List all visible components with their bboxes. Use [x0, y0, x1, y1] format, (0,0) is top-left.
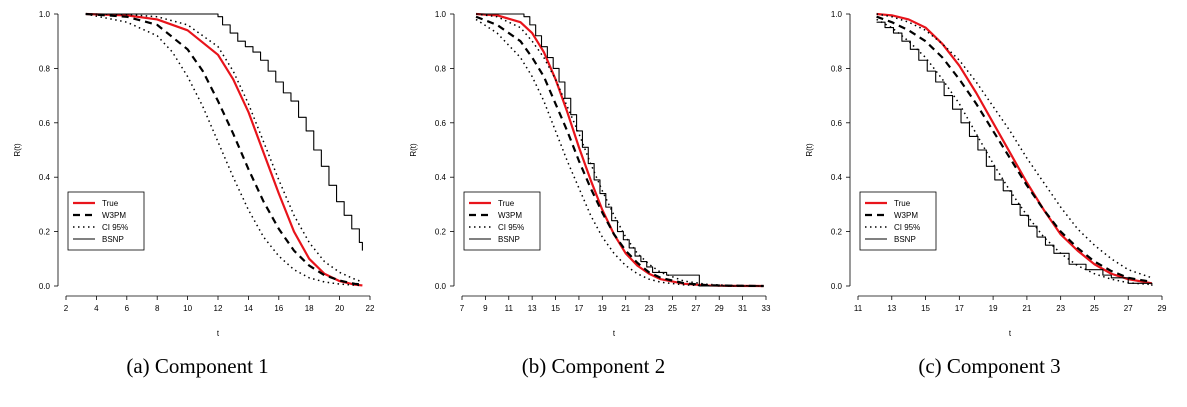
series-line-ci-95- [85, 13, 363, 283]
x-tick-label: 4 [94, 304, 99, 313]
x-tick-label: 15 [921, 304, 930, 313]
x-tick-label: 29 [715, 304, 724, 313]
legend-label: CI 95% [102, 223, 128, 232]
caption-component-1: (a) Component 1 [126, 354, 269, 378]
x-tick-label: 20 [335, 304, 344, 313]
y-axis-label: R(t) [13, 143, 22, 157]
chart-component-3: 0.0 0.2 0.4 0.6 0.8 1.0 R(t) 11 13 15 17 19 21 23 25 27… [805, 10, 1167, 338]
y-tick-label: 0.8 [831, 64, 843, 73]
x-tick-label: 11 [505, 304, 514, 313]
legend-label: BSNP [894, 235, 916, 244]
x-axis-label: t [217, 329, 220, 338]
y-tick-label: 0.2 [435, 228, 447, 237]
series-line-w3pm [876, 15, 1153, 284]
x-tick-label: 29 [1158, 304, 1167, 313]
legend-box [463, 191, 541, 251]
y-axis-label: R(t) [805, 143, 814, 157]
y-tick-label: 0.4 [435, 173, 447, 182]
caption-component-2: (b) Component 2 [521, 354, 666, 378]
x-tick-label: 19 [989, 304, 998, 313]
y-tick-label: 0.4 [831, 173, 843, 182]
x-tick-label: 17 [574, 304, 583, 313]
x-axis-label: t [1009, 329, 1012, 338]
series-line-w3pm [85, 12, 363, 286]
chart-component-2: 0.0 0.2 0.4 0.6 0.8 1.0 R(t) 7 9 11 13 15 17 19 21 23 25… [409, 10, 771, 338]
legend-label: True [894, 199, 911, 208]
panel-component-1: 0.0 0.2 0.4 0.6 0.8 1.0 R(t) 2 4 6 8 10 12 14 16 18 20 22… [0, 0, 395, 407]
legend-box [859, 191, 937, 251]
y-tick-label: 1.0 [39, 10, 51, 19]
caption-component-3: (c) Component 3 [918, 354, 1061, 378]
x-tick-label: 22 [366, 304, 375, 313]
x-tick-label: 18 [305, 304, 314, 313]
x-tick-label: 21 [621, 304, 630, 313]
y-tick-label: 1.0 [831, 10, 843, 19]
legend-label: True [498, 199, 515, 208]
legend-label: BSNP [498, 235, 520, 244]
x-tick-label: 16 [274, 304, 283, 313]
series-line-bsnp [85, 13, 363, 251]
y-tick-label: 0.0 [435, 282, 447, 291]
x-tick-label: 25 [668, 304, 677, 313]
x-tick-label: 12 [214, 304, 223, 313]
series-line-ci-95- [475, 13, 764, 287]
y-tick-label: 0.6 [435, 119, 447, 128]
legend-label: W3PM [894, 211, 918, 220]
series-line-w3pm [475, 15, 764, 288]
x-tick-label: 14 [244, 304, 253, 313]
y-tick-label: 0.4 [39, 173, 51, 182]
x-axis-label: t [613, 329, 616, 338]
y-tick-label: 0.8 [39, 64, 51, 73]
panel-component-3: 0.0 0.2 0.4 0.6 0.8 1.0 R(t) 11 13 15 17 19 21 23 25 27… [792, 0, 1187, 407]
x-tick-label: 25 [1090, 304, 1099, 313]
y-tick-label: 0.2 [39, 228, 51, 237]
x-tick-label: 13 [528, 304, 537, 313]
series-line-ci-95- [475, 18, 764, 287]
x-tick-label: 6 [125, 304, 130, 313]
x-tick-label: 9 [483, 304, 488, 313]
x-tick-label: 15 [551, 304, 560, 313]
y-tick-label: 0.6 [831, 119, 843, 128]
x-tick-label: 10 [183, 304, 192, 313]
legend-label: BSNP [102, 235, 124, 244]
legend-label: W3PM [498, 211, 522, 220]
y-tick-label: 0.0 [39, 282, 51, 291]
legend-label: True [102, 199, 119, 208]
y-tick-label: 1.0 [435, 10, 447, 19]
x-tick-label: 21 [1022, 304, 1031, 313]
y-tick-label: 0.6 [39, 119, 51, 128]
x-tick-label: 23 [645, 304, 654, 313]
legend-label: W3PM [102, 211, 126, 220]
x-tick-label: 17 [955, 304, 964, 313]
x-tick-label: 23 [1056, 304, 1065, 313]
chart-component-1: 0.0 0.2 0.4 0.6 0.8 1.0 R(t) 2 4 6 8 10 12 14 16 18 20 22… [13, 10, 375, 338]
series-line-true [876, 12, 1153, 285]
y-tick-label: 0.2 [831, 228, 843, 237]
series-line-bsnp [876, 21, 1153, 286]
y-axis-label: R(t) [409, 143, 418, 157]
series-line-ci-95- [85, 13, 363, 287]
x-tick-label: 27 [691, 304, 700, 313]
x-tick-label: 27 [1124, 304, 1133, 313]
x-tick-label: 13 [887, 304, 896, 313]
x-tick-label: 8 [155, 304, 160, 313]
x-tick-label: 33 [762, 304, 771, 313]
legend-label: CI 95% [498, 223, 524, 232]
x-tick-label: 31 [738, 304, 747, 313]
legend-box [67, 191, 145, 251]
y-tick-label: 0.0 [831, 282, 843, 291]
y-tick-label: 0.8 [435, 64, 447, 73]
panel-component-2: 0.0 0.2 0.4 0.6 0.8 1.0 R(t) 7 9 11 13 15 17 19 21 23 25… [396, 0, 791, 407]
x-tick-label: 7 [460, 304, 465, 313]
series-line-bsnp [476, 13, 764, 287]
x-tick-label: 19 [598, 304, 607, 313]
x-tick-label: 11 [854, 304, 863, 313]
series-line-ci-95- [876, 13, 1153, 279]
legend-label: CI 95% [894, 223, 920, 232]
x-tick-label: 2 [64, 304, 69, 313]
series-line-true [475, 12, 764, 288]
